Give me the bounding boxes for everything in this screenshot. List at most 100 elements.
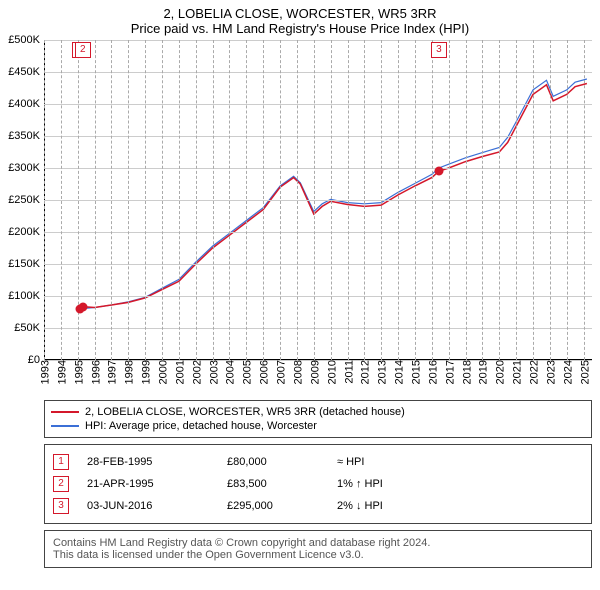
x-tick-label: 2012 <box>357 360 372 384</box>
x-tick-label: 2016 <box>424 360 439 384</box>
x-tick-label: 2023 <box>542 360 557 384</box>
x-tick-label: 2021 <box>509 360 524 384</box>
gridline-v <box>229 40 230 360</box>
gridline-v <box>246 40 247 360</box>
gridline-v <box>213 40 214 360</box>
gridline-v <box>567 40 568 360</box>
y-tick-label: £150K <box>8 258 44 270</box>
footer-attribution: Contains HM Land Registry data © Crown c… <box>44 530 592 568</box>
gridline-v <box>381 40 382 360</box>
gridline-h <box>44 168 592 169</box>
x-tick-label: 2004 <box>222 360 237 384</box>
gridline-v <box>331 40 332 360</box>
gridline-v <box>145 40 146 360</box>
gridline-h <box>44 232 592 233</box>
sales-row: 3 03-JUN-2016£295,0002% ↓ HPI <box>53 495 583 517</box>
sale-marker-2: 2 <box>75 42 91 58</box>
x-tick-label: 1999 <box>138 360 153 384</box>
gridline-h <box>44 328 592 329</box>
sales-row-date: 21-APR-1995 <box>87 478 227 490</box>
gridline-v <box>111 40 112 360</box>
gridline-v <box>314 40 315 360</box>
x-tick-label: 2003 <box>205 360 220 384</box>
x-tick-label: 2000 <box>155 360 170 384</box>
legend-swatch <box>51 411 79 413</box>
gridline-v <box>95 40 96 360</box>
y-tick-label: £100K <box>8 290 44 302</box>
gridline-v <box>432 40 433 360</box>
x-tick-label: 2009 <box>306 360 321 384</box>
x-tick-label: 2020 <box>492 360 507 384</box>
sales-row-price: £295,000 <box>227 500 337 512</box>
gridline-v <box>128 40 129 360</box>
x-tick-label: 2007 <box>273 360 288 384</box>
legend-item: HPI: Average price, detached house, Worc… <box>51 419 585 433</box>
gridline-v <box>348 40 349 360</box>
sales-row-price: £80,000 <box>227 456 337 468</box>
chart-title-line1: 2, LOBELIA CLOSE, WORCESTER, WR5 3RR <box>0 0 600 21</box>
sales-row-marker: 3 <box>53 498 69 514</box>
x-tick-label: 2001 <box>171 360 186 384</box>
x-tick-label: 2002 <box>188 360 203 384</box>
y-tick-label: £500K <box>8 34 44 46</box>
gridline-v <box>196 40 197 360</box>
x-tick-label: 2017 <box>441 360 456 384</box>
series-property <box>80 84 587 309</box>
gridline-v <box>550 40 551 360</box>
sales-row-marker: 1 <box>53 454 69 470</box>
gridline-v <box>179 40 180 360</box>
sale-point-2 <box>78 302 87 311</box>
x-tick-label: 2024 <box>559 360 574 384</box>
y-tick-label: £400K <box>8 98 44 110</box>
sales-table: 128-FEB-1995£80,000≈ HPI221-APR-1995£83,… <box>44 444 592 524</box>
gridline-v <box>162 40 163 360</box>
sales-row-delta: ≈ HPI <box>337 456 364 468</box>
x-tick-label: 2022 <box>525 360 540 384</box>
x-tick-label: 2015 <box>407 360 422 384</box>
gridline-v <box>297 40 298 360</box>
chart-title-line2: Price paid vs. HM Land Registry's House … <box>0 21 600 40</box>
gridline-h <box>44 104 592 105</box>
gridline-v <box>466 40 467 360</box>
gridline-h <box>44 264 592 265</box>
gridline-h <box>44 72 592 73</box>
legend-label: 2, LOBELIA CLOSE, WORCESTER, WR5 3RR (de… <box>85 406 405 418</box>
x-tick-label: 1997 <box>104 360 119 384</box>
footer-line1: Contains HM Land Registry data © Crown c… <box>53 537 583 549</box>
x-tick-label: 2019 <box>475 360 490 384</box>
sales-row-delta: 2% ↓ HPI <box>337 500 383 512</box>
gridline-v <box>44 40 45 360</box>
sales-row-marker: 2 <box>53 476 69 492</box>
y-tick-label: £50K <box>14 322 44 334</box>
gridline-h <box>44 296 592 297</box>
x-tick-label: 2005 <box>239 360 254 384</box>
gridline-v <box>364 40 365 360</box>
y-tick-label: £450K <box>8 66 44 78</box>
x-tick-label: 1994 <box>53 360 68 384</box>
x-tick-label: 2013 <box>374 360 389 384</box>
gridline-v <box>482 40 483 360</box>
gridline-v <box>516 40 517 360</box>
gridline-v <box>499 40 500 360</box>
legend: 2, LOBELIA CLOSE, WORCESTER, WR5 3RR (de… <box>44 400 592 438</box>
x-tick-label: 2018 <box>458 360 473 384</box>
gridline-v <box>280 40 281 360</box>
gridline-v <box>398 40 399 360</box>
x-tick-label: 2025 <box>576 360 591 384</box>
sales-row-date: 28-FEB-1995 <box>87 456 227 468</box>
gridline-h <box>44 200 592 201</box>
y-tick-label: £250K <box>8 194 44 206</box>
sales-row: 1 28-FEB-1995£80,000≈ HPI <box>53 451 583 473</box>
x-tick-label: 2008 <box>289 360 304 384</box>
sales-row: 221-APR-1995£83,5001% ↑ HPI <box>53 473 583 495</box>
sales-row-delta: 1% ↑ HPI <box>337 478 383 490</box>
gridline-v <box>449 40 450 360</box>
x-tick-label: 1996 <box>87 360 102 384</box>
x-tick-label: 2010 <box>323 360 338 384</box>
gridline-v <box>415 40 416 360</box>
legend-swatch <box>51 425 79 427</box>
sales-row-date: 03-JUN-2016 <box>87 500 227 512</box>
series-hpi <box>80 79 587 309</box>
x-tick-label: 1998 <box>121 360 136 384</box>
chart-area: £0£50K£100K£150K£200K£250K£300K£350K£400… <box>44 40 592 360</box>
